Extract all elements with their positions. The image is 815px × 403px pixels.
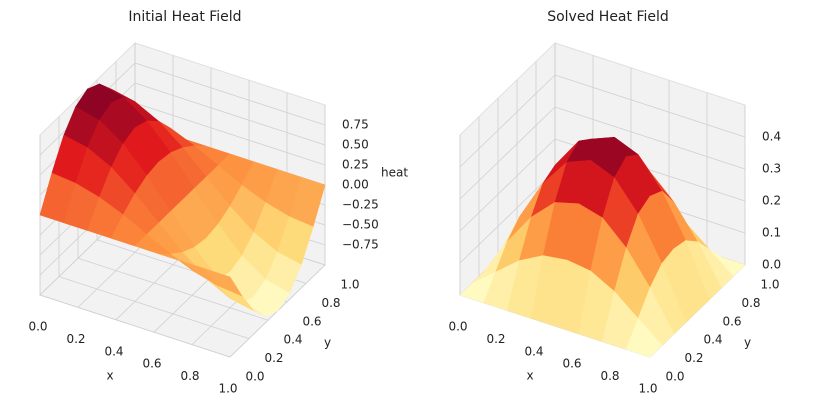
z-axis-label: heat (381, 166, 408, 180)
z-tick-label: −0.75 (342, 238, 379, 252)
grid-line (459, 106, 556, 200)
z-tick-label: 0.0 (762, 258, 781, 272)
x-tick-label: 0.8 (600, 369, 619, 383)
grid-line (77, 257, 269, 321)
x-tick-label: 0.0 (448, 320, 467, 334)
grid-line (554, 74, 746, 138)
z-tick-label: 0.00 (342, 178, 369, 192)
y-tick-label: 0.0 (245, 370, 264, 384)
x-tick-label: 0.2 (486, 332, 505, 346)
y-tick-label: 0.4 (703, 333, 722, 347)
z-tick-label: 0.2 (762, 194, 781, 208)
grid-line (459, 74, 556, 168)
y-tick-label: 0.6 (722, 314, 741, 328)
x-axis-label: x (106, 369, 113, 383)
y-tick-label: 0.8 (741, 296, 760, 310)
z-tick-label: 0.3 (762, 162, 781, 176)
grid-line (39, 294, 231, 358)
grid-line (554, 106, 746, 170)
x-tick-label: 1.0 (218, 382, 237, 396)
z-tick-label: −0.50 (342, 218, 379, 232)
surface-patch (205, 268, 243, 297)
z-tick-label: 0.25 (342, 158, 369, 172)
y-axis-label: y (324, 336, 331, 350)
x-tick-label: 1.0 (638, 382, 657, 396)
grid-line (459, 138, 556, 232)
x-tick-label: 0.2 (66, 332, 85, 346)
y-tick-label: 1.0 (340, 278, 359, 292)
chart-title: Solved Heat Field (547, 9, 669, 25)
y-tick-label: 0.6 (302, 314, 321, 328)
surface-patch (625, 318, 663, 358)
grid-line (134, 82, 326, 146)
x-tick-label: 0.8 (180, 369, 199, 383)
y-tick-label: 0.2 (264, 351, 283, 365)
z-tick-label: 0.75 (342, 118, 369, 132)
grid-line (134, 102, 326, 166)
y-tick-label: 1.0 (760, 278, 779, 292)
x-tick-label: 0.6 (142, 357, 161, 371)
z-tick-label: 0.1 (762, 226, 781, 240)
y-tick-label: 0.2 (684, 351, 703, 365)
grid-line (58, 276, 250, 339)
grid-line (459, 170, 556, 264)
y-tick-label: 0.0 (665, 370, 684, 384)
y-tick-label: 0.4 (283, 333, 302, 347)
y-axis-label: y (744, 336, 751, 350)
x-axis-label: x (526, 369, 533, 383)
grid-line (134, 62, 326, 126)
y-tick-label: 0.8 (321, 296, 340, 310)
x-tick-label: 0.4 (104, 344, 123, 358)
x-tick-label: 0.6 (562, 357, 581, 371)
chart-title: Initial Heat Field (128, 9, 241, 25)
z-tick-label: 0.4 (762, 130, 781, 144)
x-tick-label: 0.0 (28, 320, 47, 334)
x-tick-label: 0.4 (524, 344, 543, 358)
z-tick-label: 0.50 (342, 138, 369, 152)
z-tick-label: −0.25 (342, 198, 379, 212)
